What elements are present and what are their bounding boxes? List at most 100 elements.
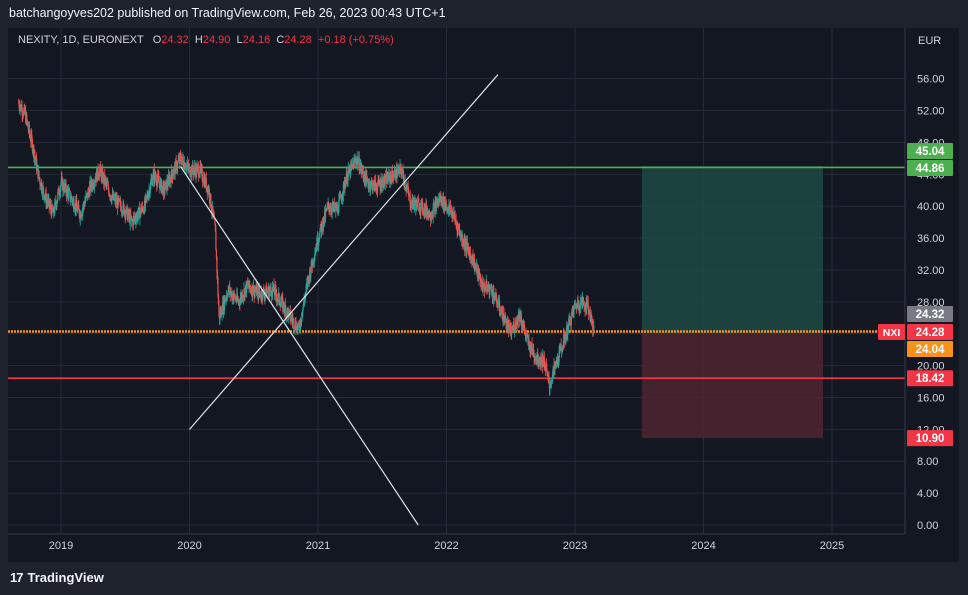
candle-body [87,190,90,193]
candle-body [360,164,362,172]
candle-body [254,290,256,296]
candle-body [384,180,386,184]
candle-body [559,347,561,351]
candle-body [248,280,251,287]
candle-body [176,167,178,171]
candle-body [310,271,312,278]
candle-body [554,365,556,369]
candle-body [565,333,567,340]
candle-body [547,375,550,377]
y-tick-label: 40.00 [917,201,945,213]
candle-body [369,182,371,190]
candle-body [515,319,517,325]
candle-body [171,170,173,175]
candle-body [122,212,124,214]
profit-zone [641,166,824,334]
candle-body [518,311,520,322]
candle-body [317,244,319,247]
candle-body [176,161,178,171]
candle-body [107,184,109,190]
legend-high: 24.90 [202,34,231,46]
candle-body [242,296,245,298]
candle-body [233,292,235,296]
candle-body [118,199,121,202]
candle-body [362,171,364,177]
candle-body [162,183,165,195]
candle-body [369,186,372,190]
candle-body [349,164,352,176]
candle-body [168,175,170,178]
candle-body [591,316,593,319]
candle-body [184,163,186,170]
candle-body [359,166,361,172]
candle-body [376,184,379,192]
candle-body [512,326,514,331]
candle-body [97,167,99,177]
candle-body [537,352,539,364]
candle-body [189,166,191,176]
candle-body [66,188,69,192]
candle-body [317,239,320,245]
candle-body [212,213,214,215]
candle-body [557,356,559,363]
price-badge [907,370,953,387]
candle-body [134,217,136,221]
candle-body [542,364,544,367]
candle-body [73,208,75,210]
candle-body [126,206,128,220]
candle-body [275,289,277,296]
legend-symbol: NEXITY, 1D, EURONEXT [18,34,144,46]
candle-body [187,163,189,167]
candle-body [340,194,342,198]
tradingview-brand[interactable]: 17 TradingView [10,570,104,585]
candle-body [327,205,329,207]
candle-body [510,326,512,336]
candle-body [377,178,380,181]
candle-body [526,333,528,337]
candle-body [570,313,572,326]
candle-body [35,157,38,170]
candle-body [357,157,359,165]
candle-body [402,174,405,182]
candle-body [422,210,424,213]
candle-body [227,289,229,296]
candle-body [252,292,254,295]
candle-body [466,241,468,251]
candle-body [563,334,565,347]
published-text: batchangoyves202 published on TradingVie… [9,6,446,20]
candle-body [46,200,48,203]
legend-open-label: O [152,34,162,46]
candle-body [447,208,450,213]
candle-body [306,283,308,286]
candle-body [413,203,415,207]
candle-body [302,306,304,310]
price-badge-label: 24.28 [916,327,945,339]
candle-body [125,212,127,217]
candle-body [226,295,228,297]
candle-body [355,159,357,163]
candle-body [225,298,227,300]
candle-body [578,303,580,310]
candle-body [416,200,418,208]
candle-body [372,181,375,188]
candle-body [122,203,124,213]
candle-body [169,177,172,179]
candle-body [173,173,175,176]
candle-body [245,281,248,294]
candle-body [476,269,479,275]
candle-body [544,364,546,371]
candle-body [561,349,563,352]
candle-body [201,167,203,169]
candle-body [390,176,392,179]
candle-body [80,215,82,218]
candle-body [119,200,122,207]
candle-body [338,200,340,213]
candle-body [464,243,466,250]
candle-body [28,124,30,133]
candle-body [82,203,84,208]
candle-body [177,161,179,168]
candle-body [230,293,232,295]
candle-body [431,217,433,218]
candle-body [533,356,535,358]
